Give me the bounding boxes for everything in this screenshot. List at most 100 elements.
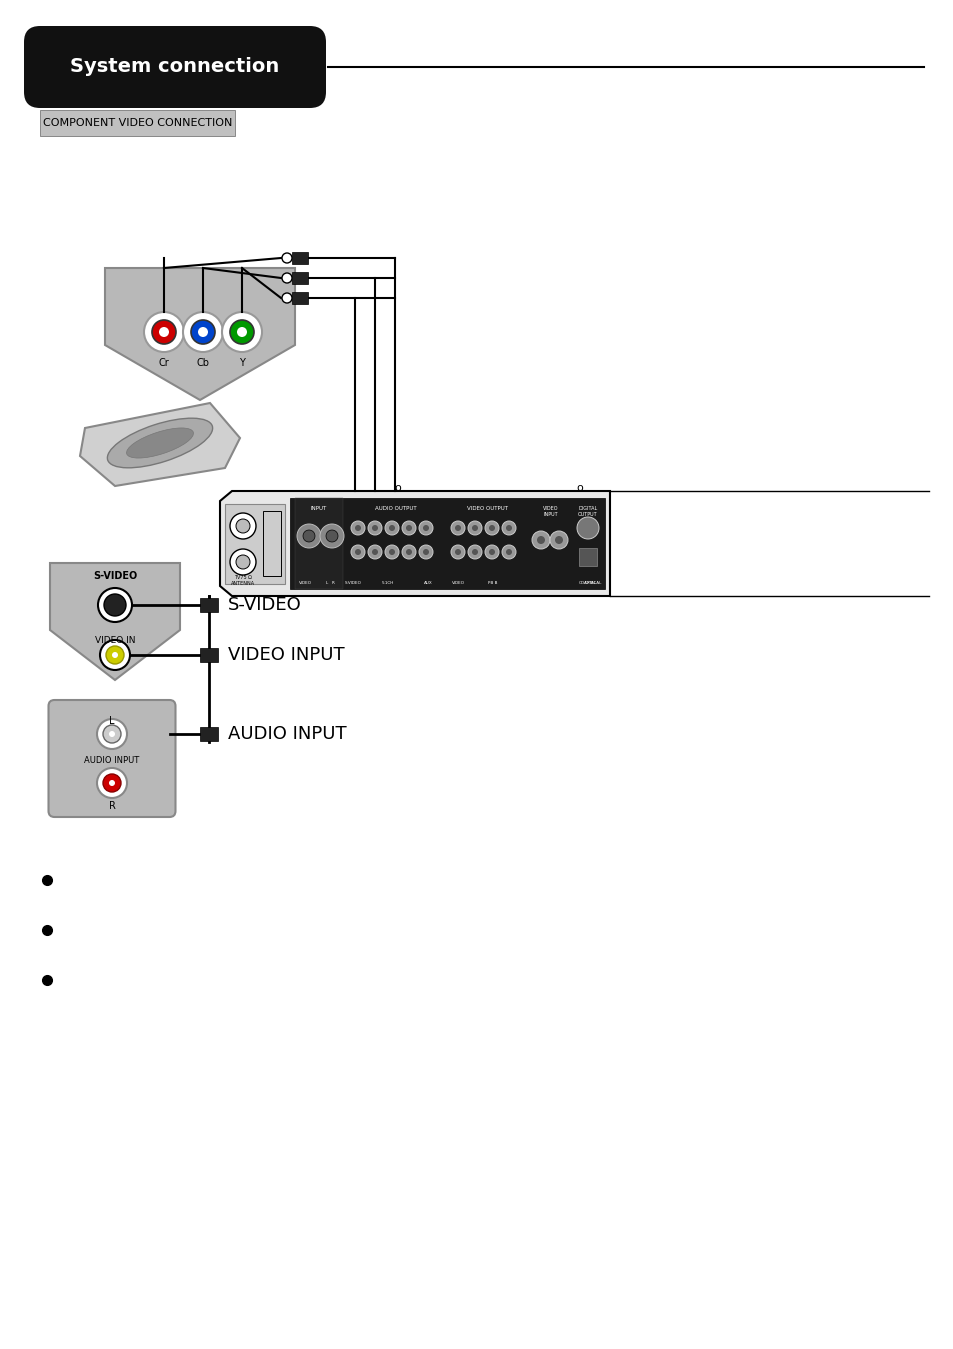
Circle shape [505, 525, 512, 532]
Text: TV75 Ω
ANTENNA: TV75 Ω ANTENNA [231, 575, 254, 585]
Circle shape [236, 326, 247, 337]
Text: VIDEO INPUT: VIDEO INPUT [228, 646, 344, 664]
Circle shape [406, 525, 412, 532]
Bar [290, 498, 604, 590]
Text: Y: Y [239, 357, 245, 368]
Circle shape [351, 545, 365, 558]
Text: PB B: PB B [488, 581, 497, 585]
Circle shape [401, 545, 416, 558]
Circle shape [532, 532, 550, 549]
Circle shape [282, 272, 292, 283]
Text: L: L [110, 716, 114, 726]
Text: DIGITAL
OUTPUT: DIGITAL OUTPUT [578, 506, 598, 517]
Circle shape [550, 532, 567, 549]
Circle shape [109, 731, 115, 737]
Text: AUDIO INPUT: AUDIO INPUT [84, 755, 139, 765]
Text: o: o [576, 483, 583, 492]
Circle shape [282, 293, 292, 304]
Circle shape [303, 530, 314, 542]
Circle shape [235, 554, 250, 569]
FancyBboxPatch shape [24, 26, 326, 108]
Circle shape [296, 523, 320, 548]
Circle shape [577, 517, 598, 540]
Circle shape [326, 530, 337, 542]
Circle shape [282, 254, 292, 263]
Text: VIDEO: VIDEO [451, 581, 464, 585]
Circle shape [109, 780, 115, 786]
Circle shape [406, 549, 412, 554]
Text: INPUT: INPUT [311, 506, 327, 511]
Circle shape [319, 523, 344, 548]
Bar [225, 505, 285, 584]
Circle shape [368, 545, 381, 558]
Text: R: R [109, 801, 115, 811]
Circle shape [389, 549, 395, 554]
Circle shape [368, 521, 381, 536]
Polygon shape [105, 268, 294, 401]
Circle shape [103, 774, 121, 792]
Text: VIDEO OUTPUT: VIDEO OUTPUT [467, 506, 508, 511]
Text: VIDEO IN: VIDEO IN [94, 635, 135, 645]
Circle shape [97, 719, 127, 749]
Circle shape [468, 545, 481, 558]
Circle shape [505, 549, 512, 554]
Polygon shape [80, 403, 240, 486]
Text: System connection: System connection [71, 58, 279, 77]
Circle shape [372, 549, 377, 554]
Circle shape [98, 588, 132, 622]
Circle shape [489, 525, 495, 532]
Circle shape [451, 521, 464, 536]
Circle shape [484, 521, 498, 536]
Circle shape [537, 536, 544, 544]
Circle shape [385, 521, 398, 536]
Bar [200, 727, 218, 741]
Bar [578, 548, 597, 567]
Circle shape [455, 525, 460, 532]
Circle shape [451, 545, 464, 558]
Circle shape [152, 320, 175, 344]
Circle shape [159, 326, 169, 337]
Text: VIDEO
INPUT: VIDEO INPUT [542, 506, 558, 517]
Polygon shape [50, 563, 180, 680]
Circle shape [100, 639, 130, 670]
Text: COAXIAL: COAXIAL [578, 581, 597, 585]
Text: Cr: Cr [158, 357, 170, 368]
Circle shape [230, 320, 253, 344]
Circle shape [472, 549, 477, 554]
Circle shape [422, 549, 429, 554]
Bar [292, 252, 308, 264]
Circle shape [230, 513, 255, 540]
Text: AUDIO OUTPUT: AUDIO OUTPUT [375, 506, 416, 511]
Circle shape [501, 545, 516, 558]
Ellipse shape [127, 428, 193, 459]
Circle shape [401, 521, 416, 536]
Circle shape [104, 594, 126, 616]
Text: AUX: AUX [423, 581, 432, 585]
Text: AUDIO INPUT: AUDIO INPUT [228, 724, 346, 743]
Circle shape [372, 525, 377, 532]
Text: L   R: L R [325, 581, 335, 585]
Circle shape [97, 768, 127, 799]
Circle shape [355, 549, 360, 554]
Circle shape [191, 320, 214, 344]
Circle shape [106, 646, 124, 664]
Circle shape [144, 312, 184, 352]
Bar [292, 291, 308, 304]
Circle shape [472, 525, 477, 532]
Bar [200, 648, 218, 662]
Circle shape [112, 652, 118, 658]
Bar [200, 598, 218, 612]
Circle shape [484, 545, 498, 558]
Text: Cb: Cb [196, 357, 210, 368]
Text: S-VIDEO: S-VIDEO [92, 571, 137, 581]
Circle shape [418, 545, 433, 558]
Circle shape [235, 519, 250, 533]
Circle shape [222, 312, 262, 352]
Text: 5.1CH: 5.1CH [381, 581, 394, 585]
Circle shape [389, 525, 395, 532]
Bar [294, 498, 343, 590]
Circle shape [455, 549, 460, 554]
Circle shape [468, 521, 481, 536]
Circle shape [355, 525, 360, 532]
Text: COMPONENT VIDEO CONNECTION: COMPONENT VIDEO CONNECTION [43, 117, 232, 128]
